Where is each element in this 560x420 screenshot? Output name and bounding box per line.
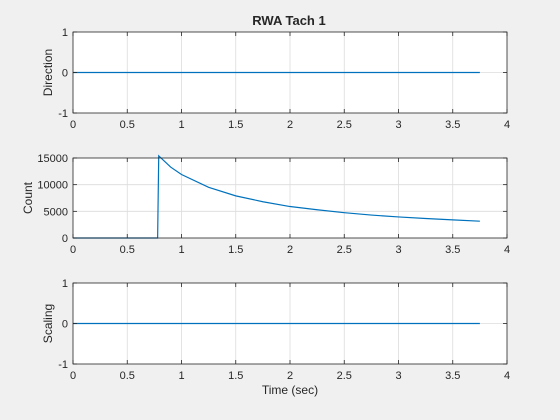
y-axis-label: Scaling [41,304,55,343]
x-tick-label: 2.5 [337,370,352,382]
x-tick-label: 4 [504,119,510,131]
x-tick-label: 3 [395,119,401,131]
x-tick-label: 0.5 [120,244,135,256]
x-tick-label: 2 [287,244,293,256]
x-tick-label: 1 [178,244,184,256]
y-tick-label: 1 [62,278,68,290]
x-tick-label: 3 [395,370,401,382]
x-tick-label: 2.5 [337,244,352,256]
y-tick-label: -1 [58,108,68,120]
x-tick-label: 0.5 [120,119,135,131]
x-tick-label: 1.5 [228,244,243,256]
y-tick-label: 15000 [37,153,68,165]
x-tick-label: 2 [287,119,293,131]
y-tick-label: 1 [62,27,68,39]
x-tick-label: 3.5 [445,370,460,382]
y-tick-label: 10000 [37,180,68,192]
x-tick-label: 1.5 [228,119,243,131]
y-axis-label: Count [21,181,35,214]
x-tick-label: 2 [287,370,293,382]
x-tick-label: 3 [395,244,401,256]
x-tick-label: 3.5 [445,119,460,131]
subplot-2: 0 0.5 1 1.5 2 2.5 3 3.5 4 0 5000 10000 15000 Count [21,153,510,256]
y-tick-label: 0 [62,233,68,245]
y-tick-label: 5000 [44,206,68,218]
figure-title: RWA Tach 1 [252,13,325,28]
x-tick-label: 0.5 [120,370,135,382]
x-tick-label: 1 [178,119,184,131]
x-tick-label: 1 [178,370,184,382]
series-line-1 [73,154,480,239]
x-tick-label: 0 [70,244,76,256]
x-tick-label: 2.5 [337,119,352,131]
x-tick-label: 1.5 [228,370,243,382]
y-tick-label: 0 [62,319,68,331]
x-tick-label: 0 [70,370,76,382]
y-tick-label: -1 [58,359,68,371]
x-tick-label: 4 [504,244,510,256]
x-tick-label: 0 [70,119,76,131]
x-tick-label: 4 [504,370,510,382]
x-tick-label: 3.5 [445,244,460,256]
y-tick-label: 0 [62,68,68,80]
y-axis-label: Direction [41,49,55,96]
x-axis-label: Time (sec) [262,383,318,397]
